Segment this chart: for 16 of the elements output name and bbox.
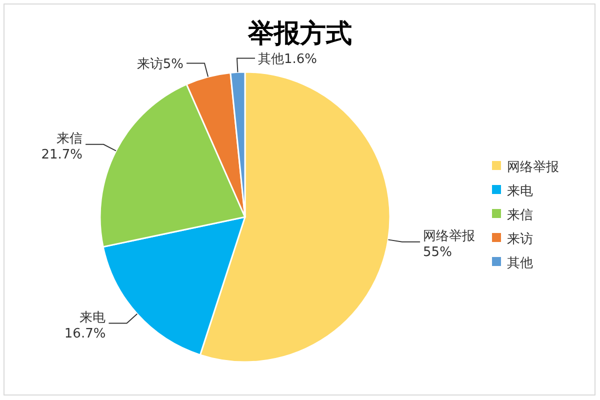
- legend-label: 网络举报: [507, 160, 559, 175]
- legend-label: 来访: [507, 231, 533, 247]
- data-label: 16.7%: [64, 326, 106, 342]
- slice-label: 来访: [136, 56, 163, 72]
- data-label: 55%: [423, 244, 452, 260]
- data-label: 1.6%: [284, 52, 318, 68]
- data-label: 21.7%: [41, 147, 83, 162]
- slice-label: 来电: [80, 310, 106, 326]
- slice-label: 网络举报: [423, 228, 476, 244]
- slice-label: 来信: [56, 131, 83, 146]
- chart-title: 举报方式: [247, 19, 352, 49]
- legend-label: 来信: [507, 208, 533, 223]
- legend-label: 其他: [507, 256, 533, 271]
- slice-label: 其他: [258, 52, 284, 68]
- legend-label: 来电: [507, 184, 533, 199]
- data-label: 5%: [162, 57, 184, 72]
